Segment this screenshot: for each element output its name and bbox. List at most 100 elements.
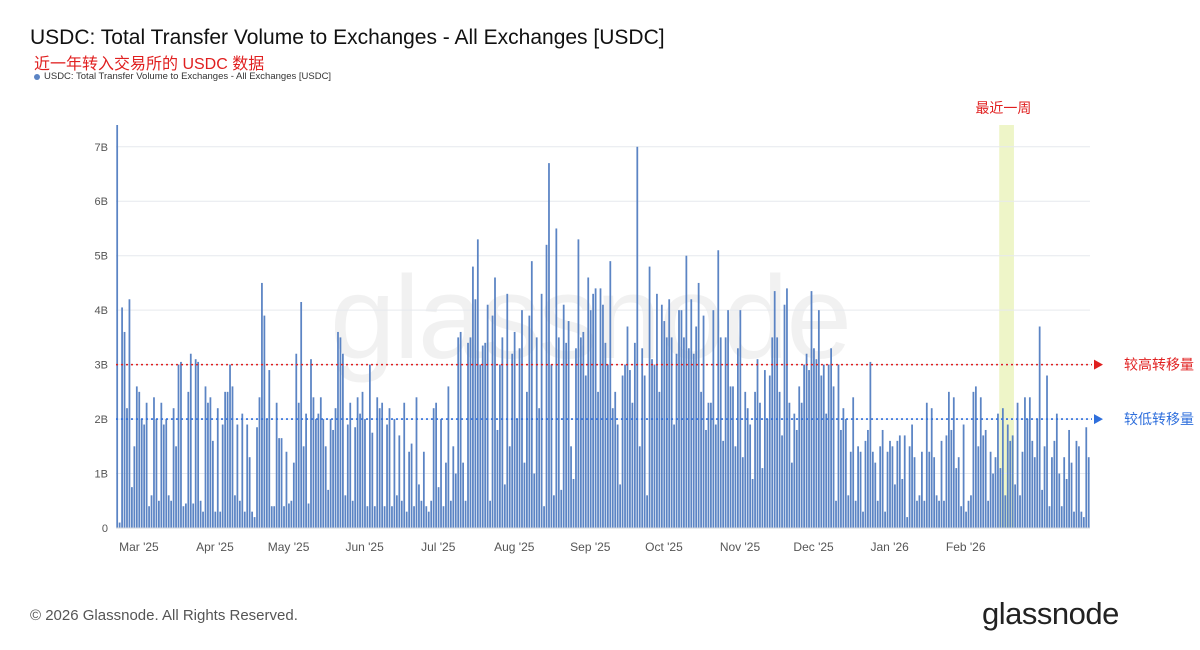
x-tick-label: Mar '25	[119, 540, 159, 554]
bar	[746, 408, 749, 528]
x-tick-label: Aug '25	[494, 540, 535, 554]
bar	[545, 244, 548, 529]
bar	[489, 500, 491, 528]
bar	[982, 435, 985, 528]
bar	[530, 261, 533, 528]
bar	[1019, 495, 1021, 528]
bar	[469, 337, 472, 528]
bar	[879, 446, 882, 528]
bar	[523, 462, 526, 528]
bar	[133, 446, 136, 528]
bar	[947, 391, 950, 528]
bar	[364, 419, 366, 528]
bar	[268, 370, 271, 528]
bar	[207, 402, 209, 528]
bar	[405, 511, 408, 528]
bar	[229, 364, 231, 528]
y-tick-label: 2B	[95, 414, 108, 426]
high-volume-arrow	[1094, 359, 1103, 370]
bar	[557, 337, 560, 528]
bar	[992, 473, 994, 528]
x-tick-label: Oct '25	[645, 540, 683, 554]
bar	[587, 277, 590, 528]
bar	[697, 282, 700, 528]
x-tick-label: Feb '26	[946, 540, 986, 554]
bar	[368, 364, 371, 528]
bar	[867, 429, 869, 528]
bar	[246, 424, 249, 528]
bar	[126, 408, 128, 528]
bar	[263, 315, 266, 528]
bar	[337, 331, 339, 528]
bar	[744, 391, 747, 528]
bar	[616, 424, 619, 528]
bar	[538, 408, 541, 528]
bar	[950, 429, 953, 528]
bar	[312, 397, 315, 528]
bar	[158, 500, 160, 528]
bar	[202, 511, 204, 528]
bar	[700, 391, 702, 528]
x-tick-label: Nov '25	[720, 540, 761, 554]
bar	[307, 503, 310, 528]
bar	[751, 478, 754, 528]
bar	[577, 239, 580, 528]
bar	[660, 304, 663, 528]
bar	[464, 500, 467, 528]
bar	[847, 495, 850, 528]
bar	[224, 391, 227, 528]
bar	[707, 402, 710, 528]
bar	[673, 424, 675, 528]
bar	[324, 446, 327, 528]
bar	[334, 408, 337, 528]
bar	[967, 500, 970, 528]
bar	[928, 451, 931, 528]
bar	[884, 511, 886, 528]
bar	[494, 277, 496, 528]
bar	[381, 402, 384, 528]
bar	[435, 402, 438, 528]
bar	[1036, 419, 1039, 528]
bar	[231, 386, 234, 528]
bar	[842, 408, 845, 528]
bar	[658, 391, 661, 528]
bar	[479, 364, 482, 528]
bar	[155, 419, 158, 528]
bar	[683, 337, 685, 528]
bar	[427, 511, 430, 528]
bar	[874, 462, 877, 528]
bar	[822, 364, 825, 528]
bar	[714, 424, 717, 528]
bar	[251, 511, 253, 528]
bar	[508, 446, 511, 528]
bar	[300, 301, 303, 528]
bar	[837, 364, 840, 528]
bar	[997, 413, 999, 528]
bar	[214, 511, 217, 528]
bar	[153, 397, 155, 528]
bar	[609, 261, 612, 528]
bar	[773, 291, 776, 528]
bar	[270, 506, 273, 528]
bar	[1014, 484, 1017, 528]
bar	[283, 506, 285, 528]
bar	[118, 522, 121, 528]
bar	[641, 348, 644, 528]
bar	[754, 391, 756, 528]
bar	[243, 511, 246, 528]
bar	[898, 435, 901, 528]
bar	[457, 337, 460, 528]
bar	[410, 443, 413, 528]
low-volume-label: 较低转移量	[1124, 412, 1194, 428]
bar	[943, 500, 945, 528]
bar	[901, 478, 904, 528]
bar	[911, 424, 913, 528]
bar	[835, 500, 837, 528]
bar	[793, 413, 796, 528]
recent-week-band	[999, 125, 1014, 528]
bar	[575, 348, 577, 528]
bar	[386, 424, 388, 528]
bar	[1021, 451, 1024, 528]
bar	[184, 503, 187, 528]
bar	[712, 310, 715, 528]
